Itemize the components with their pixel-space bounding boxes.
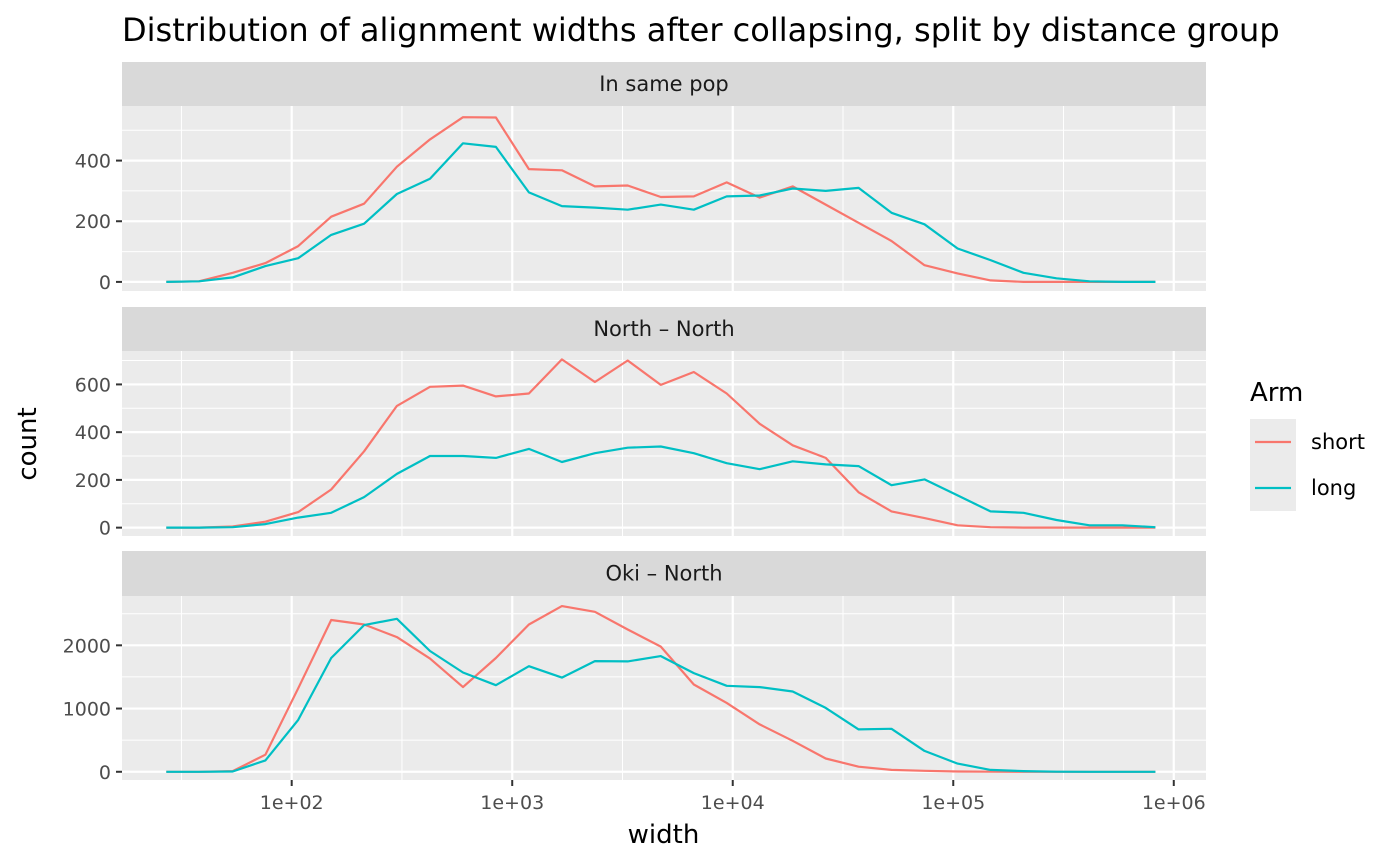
legend: Arm short long xyxy=(1250,378,1365,511)
x-axis: 1e+02 1e+03 1e+04 1e+05 1e+06 xyxy=(260,780,1206,814)
panel-1: In same pop 0 200 400 xyxy=(75,62,1206,294)
facet-strip-label: In same pop xyxy=(599,72,729,96)
x-tick-label: 1e+04 xyxy=(701,792,765,814)
panel-background xyxy=(122,596,1206,780)
legend-title: Arm xyxy=(1250,378,1303,408)
x-tick-label: 1e+02 xyxy=(260,792,324,814)
legend-items: short long xyxy=(1250,419,1365,511)
panel-3: Oki – North 0 1000 2000 xyxy=(63,551,1206,784)
facet-strip-background xyxy=(122,551,1206,596)
x-tick-label: 1e+06 xyxy=(1142,792,1206,814)
facet-strip-background xyxy=(122,307,1206,351)
legend-label-long: long xyxy=(1311,476,1356,500)
series-line-long xyxy=(166,142,1156,283)
panel-2: North – North 0 200 400 600 xyxy=(75,307,1206,540)
panel-background xyxy=(122,106,1206,291)
facet-strip-background xyxy=(122,62,1206,106)
y-tick-label: 2000 xyxy=(63,635,111,657)
series-line-short xyxy=(166,358,1156,529)
y-tick-label: 400 xyxy=(75,151,111,173)
y-tick-label: 600 xyxy=(75,374,111,396)
y-tick-label: 400 xyxy=(75,422,111,444)
series-line-short xyxy=(166,604,1156,773)
y-tick-label: 0 xyxy=(99,518,111,540)
y-axis-title: count xyxy=(13,407,43,480)
chart-title: Distribution of alignment widths after c… xyxy=(122,11,1280,49)
y-tick-label: 1000 xyxy=(63,699,111,721)
facet-strip-label: Oki – North xyxy=(605,562,722,586)
chart-panels: In same pop 0 200 400 North – North 0 200 400 60… xyxy=(63,62,1206,784)
y-tick-label: 200 xyxy=(75,470,111,492)
facet-strip-label: North – North xyxy=(593,317,734,341)
x-tick-label: 1e+05 xyxy=(921,792,985,814)
x-tick-label: 1e+03 xyxy=(480,792,544,814)
y-tick-label: 0 xyxy=(99,272,111,294)
series-line-long xyxy=(166,445,1156,529)
legend-label-short: short xyxy=(1311,430,1365,454)
series-line-short xyxy=(166,116,1156,283)
y-tick-label: 0 xyxy=(99,762,111,784)
y-tick-label: 200 xyxy=(75,211,111,233)
x-axis-title: width xyxy=(628,820,700,850)
panel-background xyxy=(122,351,1206,536)
series-line-long xyxy=(166,617,1156,773)
